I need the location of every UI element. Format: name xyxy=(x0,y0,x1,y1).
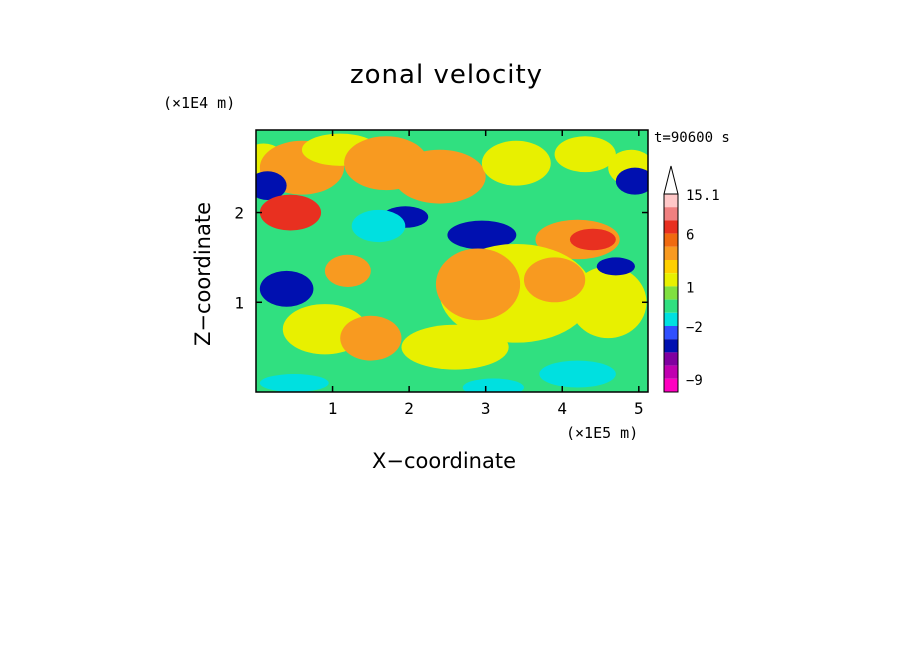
field-region xyxy=(569,266,647,339)
colorbar-swatch xyxy=(664,365,678,379)
field-region xyxy=(351,209,406,243)
colorbar-swatch xyxy=(664,233,678,247)
colorbar-frame xyxy=(663,193,679,393)
field-region xyxy=(596,257,635,276)
colorbar: 15.1 6 1 −2 −9 xyxy=(663,165,720,393)
field-region xyxy=(462,378,524,392)
colorbar-label: 6 xyxy=(686,228,694,244)
x-tick-label: 2 xyxy=(404,399,414,418)
y-axis: 12 xyxy=(234,204,648,312)
chart-title: zonal velocity xyxy=(350,60,544,90)
x-tick-label: 1 xyxy=(328,399,338,418)
field-region xyxy=(481,140,551,186)
field-region xyxy=(435,248,521,321)
field-region xyxy=(615,167,648,195)
colorbar-swatch xyxy=(664,194,678,208)
field-region xyxy=(324,254,371,288)
field-region xyxy=(539,360,616,388)
y-tick-label: 2 xyxy=(234,204,244,223)
field-region xyxy=(259,194,322,231)
colorbar-swatch xyxy=(664,260,678,274)
colorbar-swatch xyxy=(664,378,678,392)
field-region xyxy=(523,257,586,303)
colorbar-extend-arrow xyxy=(663,165,679,195)
plot-frame xyxy=(255,129,649,393)
x-tick-label: 3 xyxy=(481,399,491,418)
field-region xyxy=(340,315,402,361)
x-axis-multiplier: (×1E5 m) xyxy=(566,424,639,442)
x-tick-label: 4 xyxy=(557,399,567,418)
colorbar-label: −2 xyxy=(686,320,703,336)
y-axis-multiplier: (×1E4 m) xyxy=(163,94,236,112)
time-label: t=90600 s xyxy=(654,130,730,146)
colorbar-swatch xyxy=(664,286,678,300)
field-region xyxy=(393,149,486,204)
colorbar-swatch xyxy=(664,273,678,287)
colorbar-swatch xyxy=(664,339,678,353)
colorbar-label: 15.1 xyxy=(686,188,720,204)
colorbar-swatch xyxy=(664,299,678,313)
field-region xyxy=(256,171,287,200)
field-region xyxy=(259,270,314,307)
field-region xyxy=(447,220,517,250)
x-axis-label: X−coordinate xyxy=(372,449,516,473)
colorbar-label: 1 xyxy=(686,280,694,296)
y-tick-label: 1 xyxy=(234,293,244,312)
colorbar-swatch xyxy=(664,352,678,366)
colorbar-label: −9 xyxy=(686,373,703,389)
plot-area xyxy=(256,130,648,392)
colorbar-swatch xyxy=(664,312,678,326)
colorbar-swatch xyxy=(664,220,678,234)
field-region xyxy=(259,374,329,392)
x-tick-label: 5 xyxy=(634,399,644,418)
field-region xyxy=(401,324,509,370)
colorbar-swatch xyxy=(664,246,678,260)
y-axis-label: Z−coordinate xyxy=(191,202,215,346)
field-region xyxy=(569,228,616,251)
field-region xyxy=(554,136,616,173)
colorbar-swatch xyxy=(664,326,678,340)
x-axis: 1 2 3 4 5 xyxy=(328,130,644,418)
colorbar-swatch xyxy=(664,207,678,221)
